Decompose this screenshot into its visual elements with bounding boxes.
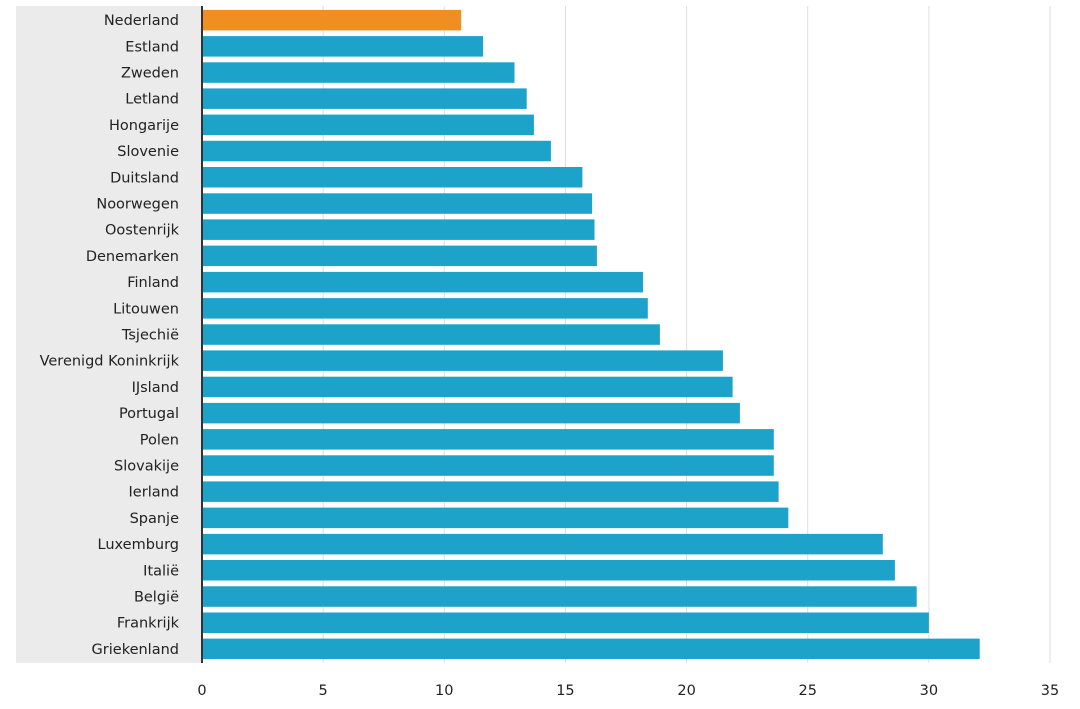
bar-spanje — [203, 507, 789, 529]
x-tick-label-0: 0 — [197, 683, 206, 699]
category-label-frankrijk: Frankrijk — [117, 616, 180, 632]
bar-verenigd-koninkrijk — [203, 350, 723, 371]
bar-italie — [203, 560, 895, 581]
bar-ierland — [203, 481, 779, 502]
bar-slovenie — [203, 140, 551, 162]
category-label-ijsland: IJsland — [132, 380, 179, 396]
bar-hongarije — [203, 114, 534, 136]
x-tick-label-25: 25 — [798, 683, 816, 699]
category-label-duitsland: Duitsland — [110, 170, 179, 186]
bar-portugal — [203, 402, 740, 424]
category-label-letland: Letland — [125, 92, 179, 108]
bar-finland — [203, 271, 643, 293]
category-label-hongarije: Hongarije — [109, 118, 179, 134]
category-label-griekenland: Griekenland — [92, 642, 179, 658]
category-label-tsjechie: Tsjechië — [121, 328, 179, 344]
bar-oostenrijk — [203, 219, 595, 240]
bar-ijsland — [203, 376, 733, 398]
category-label-litouwen: Litouwen — [113, 301, 179, 317]
bar-noorwegen — [203, 193, 593, 214]
category-label-oostenrijk: Oostenrijk — [105, 223, 180, 239]
bar-estland — [203, 36, 484, 57]
bar-slovakije — [203, 455, 774, 476]
x-tick-label-30: 30 — [920, 683, 938, 699]
category-label-denemarken: Denemarken — [86, 249, 179, 265]
x-tick-label-15: 15 — [556, 683, 574, 699]
category-label-noorwegen: Noorwegen — [96, 197, 179, 213]
category-label-panel — [16, 6, 202, 663]
category-label-belgie: België — [134, 590, 179, 606]
bar-belgie — [203, 586, 917, 607]
x-tick-label-35: 35 — [1041, 683, 1059, 699]
bar-denemarken — [203, 245, 597, 267]
category-label-spanje: Spanje — [130, 511, 180, 527]
bar-zweden — [203, 62, 515, 83]
bar-duitsland — [203, 167, 583, 188]
x-tick-label-5: 5 — [319, 683, 328, 699]
bar-series — [203, 9, 980, 660]
x-axis-tick-labels: 0 5 10 15 20 25 30 35 — [197, 683, 1059, 699]
bar-polen — [203, 429, 774, 450]
category-label-slovakije: Slovakije — [114, 459, 179, 475]
category-label-verenigd-koninkrijk: Verenigd Koninkrijk — [40, 354, 180, 370]
category-label-finland: Finland — [127, 275, 179, 291]
category-label-ierland: Ierland — [129, 485, 179, 501]
bar-luxemburg — [203, 533, 883, 555]
category-label-slovenie: Slovenie — [117, 144, 179, 160]
category-label-luxemburg: Luxemburg — [98, 537, 180, 553]
x-tick-label-10: 10 — [435, 683, 453, 699]
category-labels: Nederland Estland Zweden Letland Hongarije Sl… — [40, 13, 180, 658]
x-tick-label-20: 20 — [677, 683, 695, 699]
category-label-zweden: Zweden — [121, 66, 179, 82]
category-label-portugal: Portugal — [119, 406, 179, 422]
bar-nederland — [203, 9, 462, 31]
bar-griekenland — [203, 638, 980, 660]
category-label-nederland: Nederland — [104, 13, 179, 29]
bar-letland — [203, 88, 527, 109]
category-label-italie: Italië — [143, 563, 179, 579]
bar-tsjechie — [203, 324, 660, 345]
bar-litouwen — [203, 298, 648, 319]
category-label-polen: Polen — [140, 432, 179, 448]
bar-frankrijk — [203, 612, 929, 633]
category-label-estland: Estland — [125, 39, 179, 55]
